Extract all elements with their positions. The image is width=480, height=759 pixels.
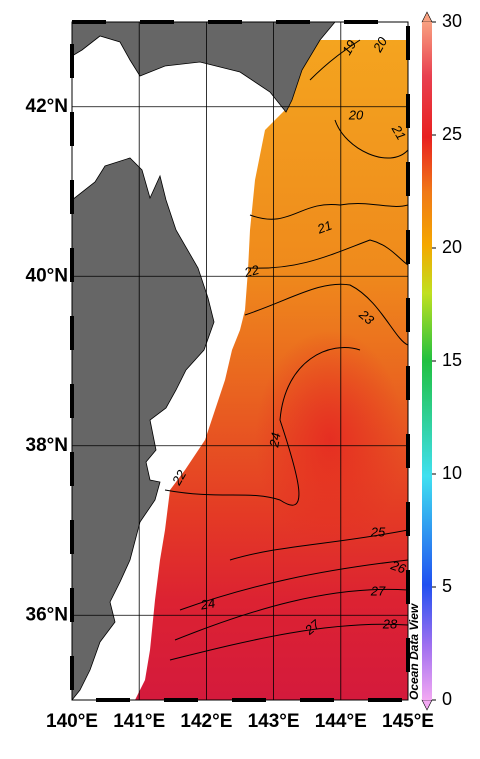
x-tick-label: 145°E [382,711,434,732]
contour-label: 25 [370,524,386,539]
colorbar-label: 15 [442,350,462,370]
colorbar-label: 5 [442,576,452,596]
contour-line [164,347,361,506]
contour-label: 24 [266,431,283,449]
colorbar [422,22,432,700]
contour-line [169,623,408,661]
contour-line [229,529,408,561]
contours [164,39,408,661]
map-area [72,22,408,700]
colorbar-bottom-cap [421,699,433,711]
contour-label: 19 [339,37,359,57]
contour-label: 20 [348,107,364,122]
contour-line [309,39,361,81]
x-tick-label: 141°E [113,711,165,732]
colorbar-label: 0 [442,689,452,709]
contour-line [244,283,408,346]
land [72,22,336,113]
x-tick-label: 142°E [180,711,232,732]
contour-line [334,119,408,159]
contour-label: 20 [369,34,390,56]
warm-patch [255,330,405,550]
grid [72,22,408,700]
contour-line [249,239,408,269]
y-tick-label: 40°N [26,265,68,286]
contour-label: 21 [314,217,334,236]
map-frame-dashes [70,20,410,702]
contour-label: 28 [382,616,398,631]
y-tick-label: 38°N [26,435,68,456]
contour-label: 26 [388,557,408,577]
contour-label: 27 [370,583,386,598]
colorbar-top-cap [421,11,433,23]
x-tick-label: 144°E [315,711,367,732]
contour-line [249,203,408,220]
colorbar-label: 25 [442,124,462,144]
contour-label: 21 [388,122,409,143]
contour-label: 24 [198,595,216,612]
x-tick-label: 140°E [46,711,98,732]
x-tick-label: 143°E [248,711,300,732]
contour-label: 22 [242,262,262,281]
contour-line [174,588,408,641]
contour-label: 22 [168,467,189,489]
colorbar-label: 20 [442,237,462,257]
y-tick-label: 36°N [26,604,68,625]
y-tick-label: 42°N [26,96,68,117]
credit: Ocean Data View [407,603,421,700]
land [72,157,215,700]
colorbar-label: 30 [442,11,462,31]
colorbar-label: 10 [442,463,462,483]
